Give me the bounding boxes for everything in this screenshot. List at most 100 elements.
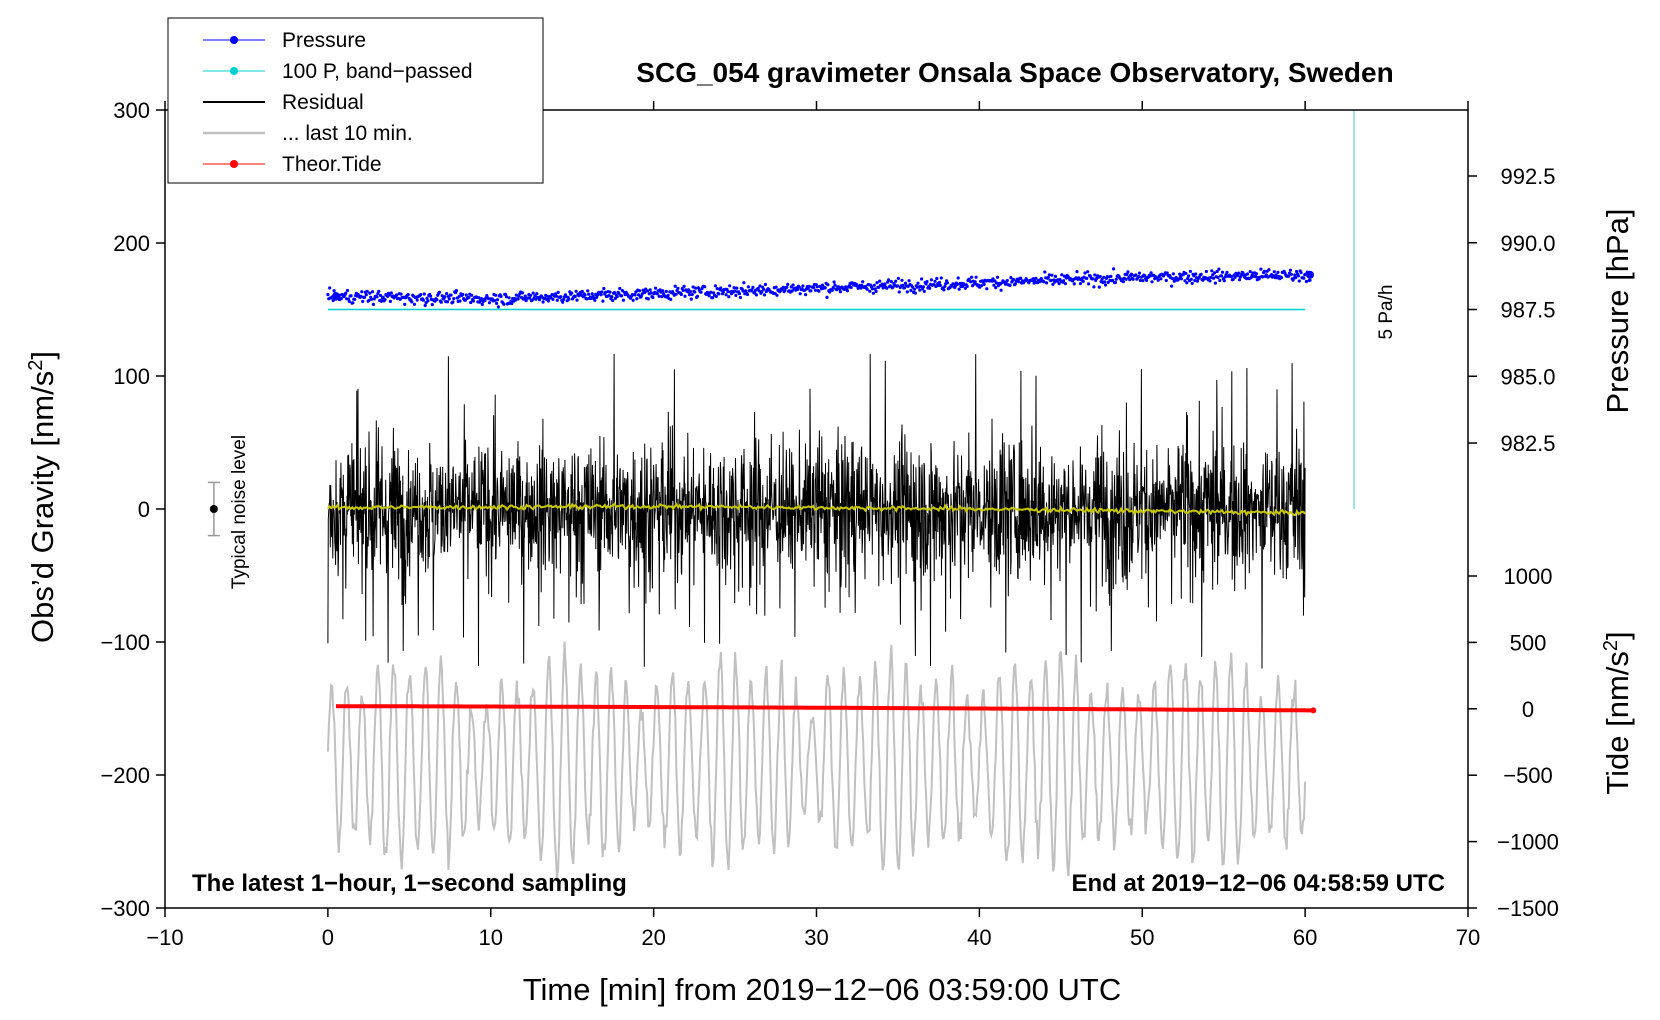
pressure-point (838, 290, 843, 294)
pressure-point (991, 277, 995, 281)
pressure-point (415, 298, 419, 302)
pressure-point (1289, 272, 1293, 276)
pressure-point (559, 295, 563, 299)
pressure-point (1204, 269, 1208, 274)
pressure-point (604, 290, 608, 294)
y-tick-label: 0 (138, 497, 150, 522)
pressure-point (1279, 276, 1283, 280)
pressure-point (1189, 277, 1193, 281)
residual-smoothed-series (327, 502, 1306, 517)
pressure-point (807, 284, 811, 288)
last-10-min-series (326, 641, 1307, 879)
pressure-point (693, 290, 697, 294)
pressure-point (955, 282, 959, 286)
pressure-point (1057, 282, 1061, 286)
pressure-point (541, 300, 545, 304)
pressure-point (992, 283, 996, 287)
pressure-point (1267, 268, 1271, 272)
pressure-point (1114, 277, 1118, 281)
pressure-point (349, 294, 353, 298)
pressure-point (367, 298, 371, 303)
pressure-point (554, 294, 559, 298)
pressure-point (364, 293, 368, 297)
pressure-point (1034, 276, 1038, 280)
pressure-point (871, 291, 876, 295)
pressure-point (918, 288, 922, 292)
pressure-point (421, 298, 425, 302)
pressure-point (1086, 270, 1090, 274)
pressure-point (1183, 279, 1187, 283)
pressure-point (734, 293, 738, 297)
pressure-point (664, 289, 668, 293)
pressure-point (1195, 279, 1200, 283)
pressure-point (717, 292, 721, 296)
pressure-series (326, 267, 1315, 309)
pressure-point (645, 289, 650, 293)
pressure-point (1137, 271, 1142, 275)
pressure-point (359, 294, 363, 298)
pressure-point (881, 286, 885, 290)
pressure-point (673, 284, 677, 288)
x-tick-label: 60 (1293, 925, 1317, 950)
pressure-point (900, 278, 904, 282)
pressure-tick-label: 990.0 (1500, 231, 1555, 256)
pressure-point (1078, 282, 1083, 286)
pressure-point (957, 287, 961, 291)
pressure-point (785, 285, 789, 289)
pressure-point (1112, 267, 1116, 271)
pressure-point (1217, 267, 1221, 271)
pressure-point (745, 292, 750, 297)
pressure-point (812, 286, 816, 290)
pressure-point (661, 289, 665, 293)
pressure-point (1272, 270, 1276, 274)
pressure-point (709, 290, 713, 294)
legend-marker (230, 160, 238, 168)
pressure-point (477, 296, 481, 300)
pressure-point (783, 288, 787, 292)
pressure-point (817, 289, 821, 293)
chart-title: SCG_054 gravimeter Onsala Space Observat… (636, 57, 1393, 88)
pressure-point (1308, 278, 1312, 282)
pressure-point (412, 302, 417, 306)
pressure-point (762, 293, 767, 297)
pressure-point (347, 299, 351, 303)
pressure-tick-label: 987.5 (1500, 298, 1555, 323)
pressure-point (470, 293, 474, 297)
pressure-point (735, 286, 739, 290)
pressure-point (1174, 276, 1178, 280)
pressure-point (974, 275, 978, 279)
pressure-point (1111, 278, 1115, 282)
pressure-point (600, 290, 604, 294)
pressure-point (1248, 270, 1252, 274)
pressure-point (1046, 275, 1050, 279)
note-bottom-right: End at 2019−12−06 04:58:59 UTC (1071, 870, 1445, 897)
pressure-point (835, 288, 839, 292)
pressure-point (897, 290, 901, 294)
pressure-point (825, 295, 829, 299)
pressure-point (763, 282, 768, 287)
pressure-point (523, 294, 527, 298)
pressure-point (1053, 274, 1058, 278)
pressure-point (1047, 273, 1051, 277)
tide-tick-label: 0 (1522, 697, 1534, 722)
pressure-point (831, 286, 835, 290)
pressure-point (430, 303, 434, 307)
pressure-point (797, 285, 801, 289)
pressure-point (913, 291, 918, 295)
pressure-point (377, 289, 381, 293)
pressure-point (1103, 280, 1107, 284)
pressure-point (1156, 278, 1160, 282)
pressure-point (905, 290, 909, 294)
pressure-point (1216, 275, 1220, 280)
pressure-point (522, 296, 526, 301)
pressure-point (1276, 270, 1280, 274)
pressure-point (454, 289, 458, 293)
pressure-point (1164, 278, 1168, 283)
pressure-point (728, 284, 732, 288)
pressure-point (370, 297, 374, 301)
pressure-point (399, 292, 403, 296)
noise-level-label: Typical noise level (229, 435, 250, 589)
pressure-point (746, 285, 751, 289)
pressure-point (935, 276, 939, 281)
